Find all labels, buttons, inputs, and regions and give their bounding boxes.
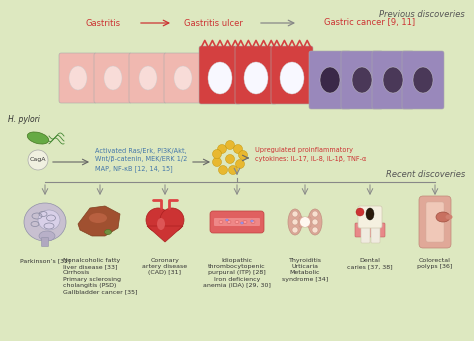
Ellipse shape xyxy=(24,203,66,241)
FancyBboxPatch shape xyxy=(402,51,444,109)
Circle shape xyxy=(212,149,221,159)
Circle shape xyxy=(236,160,245,168)
Ellipse shape xyxy=(280,62,304,94)
Ellipse shape xyxy=(244,62,268,94)
FancyBboxPatch shape xyxy=(372,51,414,109)
Ellipse shape xyxy=(227,221,231,223)
FancyBboxPatch shape xyxy=(210,211,264,233)
FancyBboxPatch shape xyxy=(199,46,241,104)
Ellipse shape xyxy=(436,212,450,222)
Ellipse shape xyxy=(39,231,55,241)
Text: Coronary
artery disease
(CAD) [31]: Coronary artery disease (CAD) [31] xyxy=(143,258,188,276)
Circle shape xyxy=(292,227,298,233)
Text: Previous discoveries: Previous discoveries xyxy=(379,10,465,19)
Polygon shape xyxy=(78,206,120,236)
Text: CagA: CagA xyxy=(30,158,46,163)
FancyBboxPatch shape xyxy=(309,51,351,109)
Ellipse shape xyxy=(235,221,239,223)
Ellipse shape xyxy=(27,132,49,144)
Circle shape xyxy=(212,158,221,166)
Ellipse shape xyxy=(69,66,87,90)
Circle shape xyxy=(238,150,247,160)
Ellipse shape xyxy=(157,218,165,230)
Text: Gastritis: Gastritis xyxy=(85,18,120,28)
FancyBboxPatch shape xyxy=(371,225,380,243)
Ellipse shape xyxy=(243,221,247,223)
FancyBboxPatch shape xyxy=(214,218,260,226)
Circle shape xyxy=(234,145,243,153)
Text: Thyroiditis
Urticaria
Metabolic
syndrome [34]: Thyroiditis Urticaria Metabolic syndrome… xyxy=(282,258,328,282)
Circle shape xyxy=(228,165,237,175)
Text: Dental
caries [37, 38]: Dental caries [37, 38] xyxy=(347,258,393,269)
FancyBboxPatch shape xyxy=(419,196,451,248)
Ellipse shape xyxy=(288,209,302,235)
FancyBboxPatch shape xyxy=(164,53,202,103)
Circle shape xyxy=(219,165,228,175)
Circle shape xyxy=(160,208,184,232)
Ellipse shape xyxy=(38,210,60,230)
Ellipse shape xyxy=(308,209,322,235)
FancyBboxPatch shape xyxy=(235,46,277,104)
FancyBboxPatch shape xyxy=(271,46,313,104)
Text: Upregulated proinflammatory
cytokines: IL-17, IL-8, IL-1β, TNF-α: Upregulated proinflammatory cytokines: I… xyxy=(255,147,366,162)
Text: Colorectal
polyps [36]: Colorectal polyps [36] xyxy=(417,258,453,269)
FancyBboxPatch shape xyxy=(361,225,370,243)
Circle shape xyxy=(356,208,364,216)
Ellipse shape xyxy=(446,214,453,220)
Circle shape xyxy=(292,211,298,217)
Ellipse shape xyxy=(352,67,372,93)
Ellipse shape xyxy=(251,220,253,222)
Ellipse shape xyxy=(366,208,374,220)
Circle shape xyxy=(226,140,235,149)
Circle shape xyxy=(226,154,235,163)
Circle shape xyxy=(292,219,298,225)
Polygon shape xyxy=(147,226,183,242)
Text: Nonalcoholic fatty
liver disease [33]
Cirrhosis
Primary sclerosing
cholangitis (: Nonalcoholic fatty liver disease [33] Ci… xyxy=(63,258,137,294)
FancyBboxPatch shape xyxy=(59,53,97,103)
Ellipse shape xyxy=(174,66,192,90)
Ellipse shape xyxy=(104,229,111,235)
Circle shape xyxy=(300,217,310,227)
Text: H. pylori: H. pylori xyxy=(8,116,40,124)
Ellipse shape xyxy=(251,221,255,223)
Ellipse shape xyxy=(226,219,228,221)
FancyBboxPatch shape xyxy=(341,51,383,109)
FancyBboxPatch shape xyxy=(299,217,311,227)
Ellipse shape xyxy=(139,66,157,90)
Ellipse shape xyxy=(104,66,122,90)
Text: Gastric cancer [9, 11]: Gastric cancer [9, 11] xyxy=(324,18,416,28)
Circle shape xyxy=(28,150,48,170)
Text: Gastritis ulcer: Gastritis ulcer xyxy=(183,18,242,28)
FancyBboxPatch shape xyxy=(426,202,444,242)
Ellipse shape xyxy=(241,222,243,224)
FancyBboxPatch shape xyxy=(358,206,382,228)
Circle shape xyxy=(218,145,227,153)
Ellipse shape xyxy=(383,67,403,93)
Circle shape xyxy=(312,211,318,217)
Text: Idiopathic
thrombocytopenic
purpural (ITP) [28]
Iron deficiency
anemia (IDA) [29: Idiopathic thrombocytopenic purpural (IT… xyxy=(203,258,271,288)
Circle shape xyxy=(302,219,308,225)
FancyBboxPatch shape xyxy=(42,237,48,247)
Text: Recent discoveries: Recent discoveries xyxy=(386,170,465,179)
Ellipse shape xyxy=(413,67,433,93)
Text: Activated Ras/Erk, PI3K/Akt,
Wnt/β-catenin, MEK/ERK 1/2
MAP, NF-κB [12, 14, 15]: Activated Ras/Erk, PI3K/Akt, Wnt/β-caten… xyxy=(95,148,187,172)
Circle shape xyxy=(312,219,318,225)
Text: Parkinson’s [32]: Parkinson’s [32] xyxy=(20,258,70,263)
Circle shape xyxy=(312,227,318,233)
Ellipse shape xyxy=(320,67,340,93)
Ellipse shape xyxy=(89,213,107,223)
Ellipse shape xyxy=(208,62,232,94)
FancyBboxPatch shape xyxy=(355,223,385,237)
FancyBboxPatch shape xyxy=(129,53,167,103)
Circle shape xyxy=(146,208,170,232)
FancyBboxPatch shape xyxy=(94,53,132,103)
Ellipse shape xyxy=(219,221,223,223)
